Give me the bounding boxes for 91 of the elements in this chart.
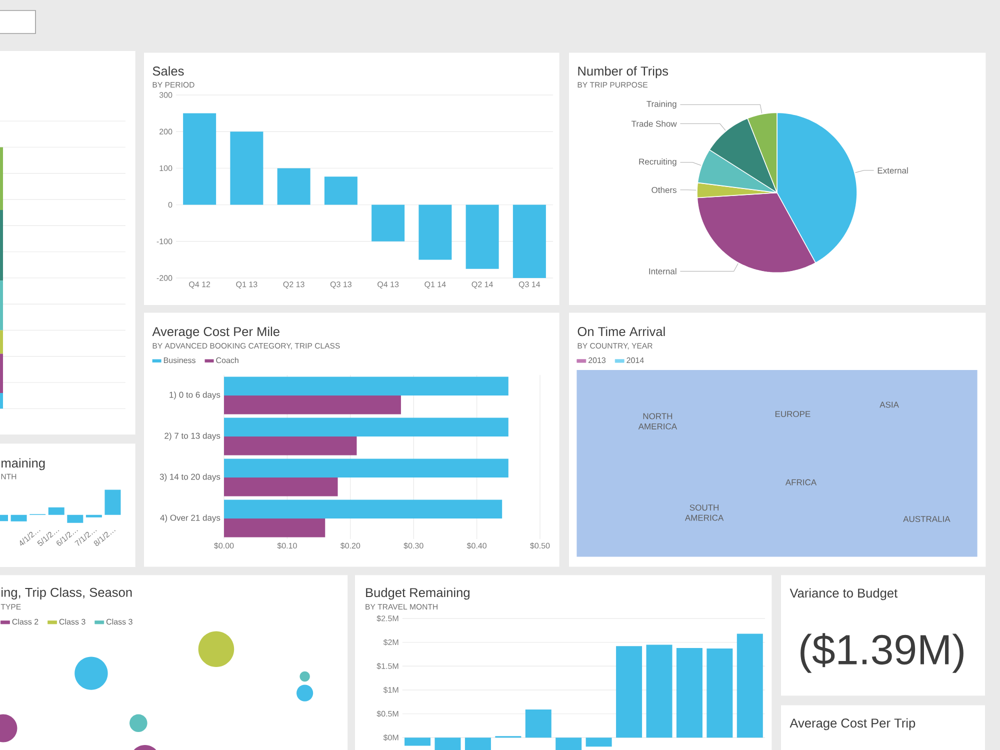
bar	[183, 113, 216, 205]
bar	[418, 204, 452, 260]
text: EUROPE	[775, 411, 810, 418]
bar	[10, 514, 27, 522]
y-tick-label: $2M	[383, 639, 398, 646]
bar	[464, 738, 491, 750]
bar	[586, 738, 612, 747]
y-tick-label: 200	[160, 128, 172, 134]
bar	[224, 478, 338, 496]
bar	[104, 490, 121, 515]
bar	[224, 518, 326, 538]
chart-title: maining	[2, 458, 45, 470]
legend-label: 2014	[626, 357, 644, 364]
y-tick-label: 100	[160, 165, 172, 172]
bar	[372, 204, 405, 242]
slice-label: External	[878, 167, 908, 174]
x-tick-label: $0.40	[466, 542, 486, 550]
bar	[525, 710, 552, 738]
y-tick-label: -200	[156, 275, 172, 281]
y-tick-label: $1M	[383, 686, 398, 694]
bar	[646, 644, 672, 738]
bar	[86, 514, 102, 518]
slice-label: Recruiting	[639, 158, 676, 166]
bar	[466, 204, 499, 269]
text: Average Cost Per Trip	[790, 718, 916, 730]
x-tick-label: $0.10	[277, 542, 297, 550]
bar	[224, 500, 502, 518]
x-tick-label: Q3 13	[330, 282, 352, 289]
y-tick-label: $2.5M	[376, 615, 398, 622]
y-tick-label: 300	[159, 92, 172, 98]
slice-label: Others	[652, 186, 676, 193]
slice-label: Trade Show	[631, 120, 677, 127]
legend-label: Coach	[216, 357, 238, 364]
bar	[616, 646, 642, 738]
chart-title: Number of Trips	[578, 66, 668, 78]
bar	[512, 204, 546, 278]
text: Variance to Budget	[790, 588, 898, 600]
bar	[224, 458, 508, 478]
y-tick-label: $0.5M	[376, 710, 398, 718]
bar	[736, 634, 763, 738]
y-tick-label: 0	[168, 202, 172, 208]
bar	[706, 648, 733, 738]
x-tick-label: $0.50	[530, 542, 550, 550]
text: ($1.39M)	[800, 633, 964, 673]
bar	[676, 648, 702, 738]
y-tick-label: 4) Over 21 days	[160, 514, 220, 522]
text: AFRICA	[785, 479, 817, 486]
slice-label: Training	[646, 100, 676, 109]
x-tick-label: $0.30	[404, 542, 424, 550]
legend-label: Business	[164, 357, 196, 364]
x-tick-label: $0.20	[340, 542, 360, 550]
bar	[224, 376, 508, 396]
x-tick-label: $0.00	[214, 542, 234, 550]
x-tick-label: Q1 14	[424, 282, 446, 289]
legend-label: 2013	[588, 357, 606, 364]
legend-label: Class 3	[106, 618, 132, 625]
bar	[48, 507, 64, 515]
text: ASIA	[880, 402, 899, 408]
bar	[224, 396, 401, 414]
bar	[230, 132, 264, 205]
bar	[556, 738, 582, 750]
chart-title: Average Cost Per Mile	[152, 326, 280, 339]
bar	[434, 738, 461, 750]
bar	[277, 168, 310, 205]
x-tick-label: Q4 12	[189, 282, 210, 289]
chart-title: Budget Remaining	[366, 588, 470, 600]
y-tick-label: $1.5M	[376, 662, 398, 670]
x-tick-label: Q2 14	[472, 282, 493, 289]
y-tick-label: 1) 0 to 6 days	[170, 392, 220, 400]
y-tick-label: 3) 14 to 20 days	[160, 474, 220, 482]
x-tick-label: Q4 13	[378, 282, 399, 289]
text: AUSTRALIA	[903, 516, 950, 522]
y-tick-label: 2) 7 to 13 days	[164, 432, 220, 440]
bar	[224, 418, 508, 436]
bar	[224, 436, 357, 456]
bar	[324, 176, 358, 205]
slice-label: Internal	[649, 268, 676, 274]
text: ing, Trip Class, Season	[2, 588, 132, 600]
text: On Time Arrival	[578, 326, 665, 336]
x-tick-label: Q3 14	[518, 282, 540, 289]
y-tick-label: -100	[156, 238, 172, 244]
x-tick-label: Q2 13	[283, 282, 304, 289]
bar	[67, 514, 84, 523]
y-tick-label: $0M	[383, 734, 398, 741]
x-tick-label: Q1 13	[236, 282, 258, 289]
text: NORTH AMERICA	[638, 413, 678, 430]
chart-title: Sales	[152, 66, 184, 76]
text: SOUTH AMERICA	[684, 504, 724, 521]
legend-label: Class 2	[12, 618, 38, 625]
bar	[404, 738, 431, 746]
legend-label: Class 3	[59, 618, 86, 625]
